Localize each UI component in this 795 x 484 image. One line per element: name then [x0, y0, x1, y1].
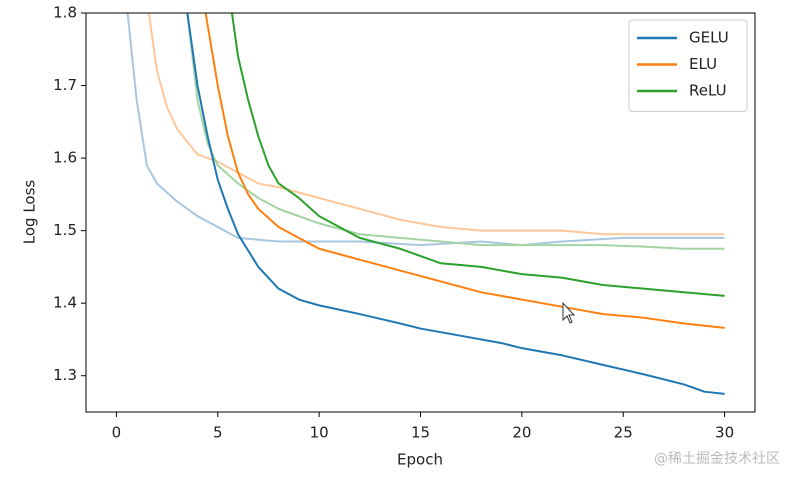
plot-area	[126, 13, 725, 395]
y-tick-label: 1.5	[53, 221, 77, 239]
cursor	[562, 301, 576, 324]
series-line	[230, 13, 725, 297]
x-tick-label: 5	[213, 424, 223, 442]
y-tick-label: 1.4	[53, 294, 77, 312]
y-tick-label: 1.8	[53, 4, 77, 22]
x-tick-label: 30	[715, 424, 734, 442]
legend-label: ReLU	[689, 82, 727, 100]
legend-box	[628, 19, 748, 112]
y-tick-label: 1.7	[53, 76, 77, 94]
watermark: @稀土掘金技术社区	[654, 451, 780, 467]
series-line	[204, 13, 725, 329]
legend-label: ELU	[689, 55, 717, 73]
series-line	[126, 13, 725, 247]
series-line	[147, 13, 725, 236]
x-tick-label: 0	[112, 424, 122, 442]
legend-label: GELU	[689, 29, 729, 47]
x-tick-label: 25	[614, 424, 633, 442]
x-tick-label: 10	[310, 424, 329, 442]
y-tick-label: 1.6	[53, 149, 77, 167]
axes-frame	[85, 12, 756, 413]
x-tick-label: 15	[411, 424, 430, 442]
x-axis-label: Epoch	[397, 451, 443, 469]
series-line	[186, 13, 725, 395]
y-axis-label: Log Loss	[21, 180, 39, 245]
y-tick-label: 1.3	[53, 366, 77, 384]
series-line	[186, 13, 725, 250]
x-tick-label: 20	[512, 424, 531, 442]
